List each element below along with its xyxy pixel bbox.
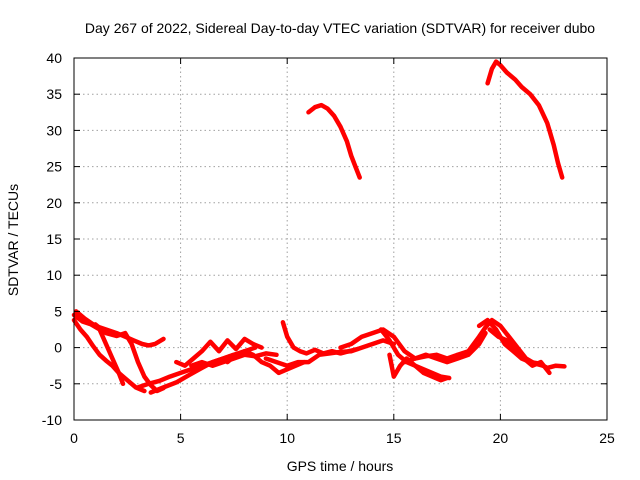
chart-title: Day 267 of 2022, Sidereal Day-to-day VTE… <box>85 20 595 36</box>
series-arc-13 <box>338 327 471 361</box>
y-tick-label: 15 <box>46 231 62 247</box>
x-tick-label: 15 <box>386 430 402 446</box>
x-tick-label: 10 <box>279 430 295 446</box>
x-axis-label: GPS time / hours <box>287 458 394 474</box>
series-arc-19 <box>487 327 552 376</box>
grid <box>74 58 607 420</box>
series-arc-12 <box>306 102 362 180</box>
x-tick-labels: 0 5 10 15 20 25 <box>70 430 615 446</box>
series-group <box>71 59 567 395</box>
series-arc-15 <box>387 352 450 383</box>
y-axis-label: SDTVAR / TECUs <box>5 184 21 296</box>
series-arc-10 <box>280 320 360 356</box>
y-tick-label: -5 <box>50 376 63 392</box>
series-arc-9 <box>225 348 307 376</box>
x-tick-label: 5 <box>177 430 185 446</box>
y-tick-labels: -10 -5 0 5 10 15 20 25 30 35 40 <box>42 50 62 428</box>
series-arc-18 <box>476 317 567 371</box>
ticks <box>73 57 608 421</box>
y-tick-label: 10 <box>46 267 62 283</box>
series-arc-11 <box>263 338 397 368</box>
series-arc-2 <box>71 317 147 394</box>
x-tick-label: 0 <box>70 430 78 446</box>
y-tick-label: -10 <box>42 412 62 428</box>
series-arc-7 <box>174 336 264 368</box>
y-tick-label: 30 <box>46 122 62 138</box>
series-arc-16 <box>402 330 488 365</box>
x-tick-label: 25 <box>599 430 615 446</box>
y-tick-label: 35 <box>46 86 62 102</box>
x-tick-label: 20 <box>493 430 509 446</box>
series-arc-4 <box>93 322 166 394</box>
y-tick-label: 20 <box>46 195 62 211</box>
series-arc-20 <box>485 59 565 180</box>
y-tick-label: 5 <box>54 303 62 319</box>
y-tick-label: 0 <box>54 340 62 356</box>
y-tick-label: 40 <box>46 50 62 66</box>
y-tick-label: 25 <box>46 159 62 175</box>
